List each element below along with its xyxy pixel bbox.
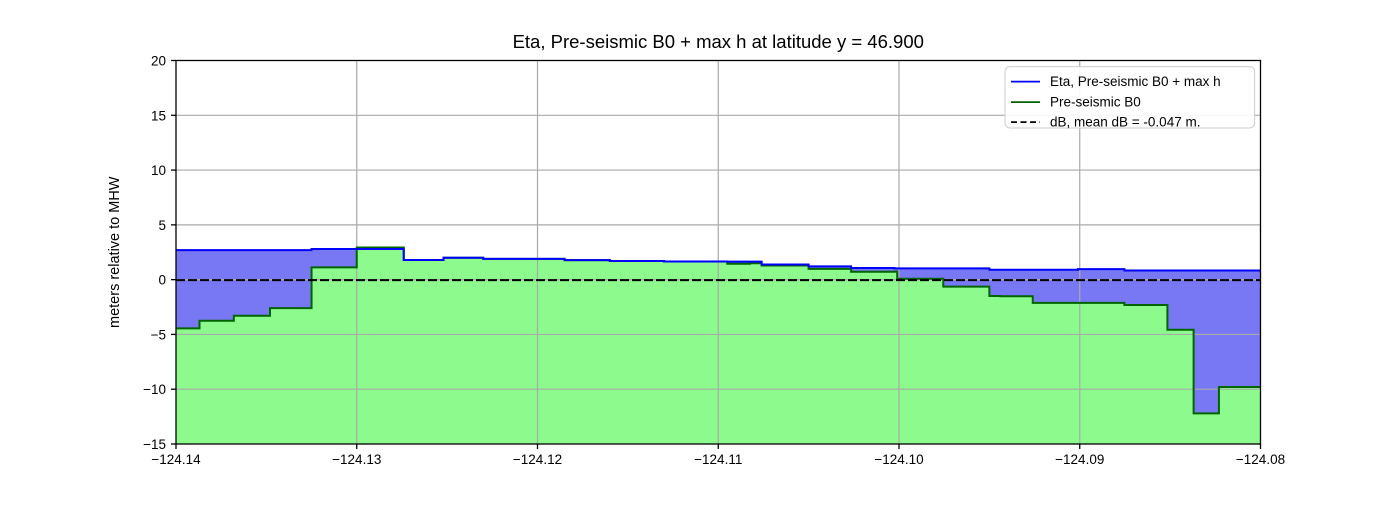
- svg-text:−5: −5: [151, 327, 166, 342]
- svg-text:−124.09: −124.09: [1055, 452, 1104, 467]
- svg-text:Eta, Pre-seismic B0 + max h: Eta, Pre-seismic B0 + max h: [1050, 74, 1221, 89]
- svg-text:20: 20: [151, 54, 166, 69]
- svg-text:−124.11: −124.11: [694, 452, 742, 467]
- svg-text:meters relative to MHW: meters relative to MHW: [107, 176, 123, 328]
- svg-text:5: 5: [158, 218, 166, 233]
- svg-text:Eta, Pre-seismic B0 + max h at: Eta, Pre-seismic B0 + max h at latitude …: [513, 31, 924, 52]
- svg-text:−124.12: −124.12: [513, 452, 562, 467]
- svg-text:15: 15: [151, 108, 166, 123]
- svg-text:−124.10: −124.10: [874, 452, 923, 467]
- svg-text:10: 10: [151, 163, 166, 178]
- svg-text:−124.08: −124.08: [1236, 452, 1285, 467]
- svg-text:−124.13: −124.13: [332, 452, 381, 467]
- svg-text:Pre-seismic B0: Pre-seismic B0: [1050, 95, 1141, 110]
- svg-text:−15: −15: [143, 437, 166, 452]
- svg-text:−10: −10: [143, 382, 166, 397]
- svg-text:dB, mean dB = -0.047 m.: dB, mean dB = -0.047 m.: [1050, 115, 1200, 130]
- svg-text:−124.14: −124.14: [151, 452, 201, 467]
- svg-text:0: 0: [158, 273, 166, 288]
